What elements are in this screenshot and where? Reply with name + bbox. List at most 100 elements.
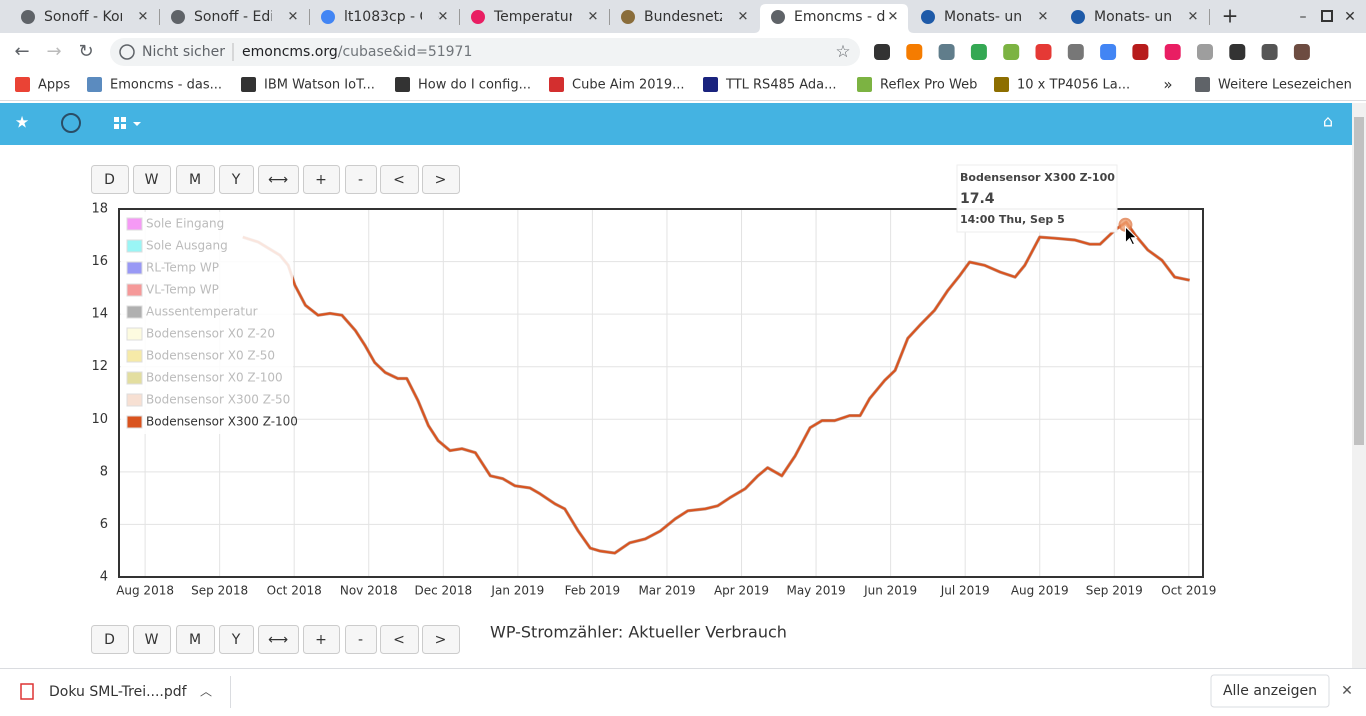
legend-swatch[interactable] <box>126 217 143 231</box>
bookmark-icon[interactable] <box>1195 77 1210 92</box>
legend-swatch[interactable] <box>126 305 143 319</box>
extension-icon[interactable] <box>1197 44 1213 60</box>
download-menu[interactable]: ︿ <box>200 685 212 699</box>
bookmark-icon[interactable] <box>857 77 872 92</box>
legend-swatch[interactable] <box>126 239 143 253</box>
legend-entry[interactable]: RL-Temp WP <box>146 261 219 275</box>
bookmark-icon[interactable] <box>549 77 564 92</box>
legend-swatch[interactable] <box>126 327 143 341</box>
legend-swatch[interactable] <box>126 283 143 297</box>
bookmark-icon[interactable] <box>87 77 102 92</box>
bookmark-icon[interactable] <box>395 77 410 92</box>
legend-entry[interactable]: Bodensensor X0 Z-50 <box>146 349 275 363</box>
legend-entry[interactable]: VL-Temp WP <box>146 283 219 297</box>
extension-icon[interactable] <box>1132 44 1149 60</box>
legend-swatch[interactable] <box>126 371 143 385</box>
extension-icon[interactable] <box>1035 44 1052 60</box>
legend-entry[interactable]: Bodensensor X300 Z-50 <box>146 393 290 407</box>
legend-entry[interactable]: Bodensensor X300 Z-100 <box>146 415 298 429</box>
bookmarks-overflow[interactable]: » <box>1163 76 1172 94</box>
tab-title[interactable]: Bundesnetza <box>644 9 735 25</box>
range-button[interactable] <box>345 625 377 654</box>
bookmark[interactable]: Emoncms - das... <box>110 78 222 93</box>
legend-swatch[interactable] <box>126 261 143 275</box>
legend-entry[interactable]: Sole Eingang <box>146 217 224 231</box>
bookmark[interactable]: IBM Watson IoT... <box>264 78 375 93</box>
range-button[interactable] <box>91 625 129 654</box>
range-button[interactable] <box>380 625 419 654</box>
bookmark-icon[interactable] <box>703 77 718 92</box>
legend-entry[interactable]: Aussentemperatur <box>146 305 258 319</box>
range-button[interactable] <box>258 625 299 654</box>
legend-swatch[interactable] <box>126 415 143 429</box>
range-button[interactable] <box>133 625 171 654</box>
nav-star[interactable]: ★ <box>15 113 29 132</box>
close-window[interactable]: ✕ <box>1344 9 1356 25</box>
bookmark-icon[interactable] <box>241 77 256 92</box>
minimize[interactable]: – <box>1300 9 1307 25</box>
extension-icon[interactable] <box>970 44 987 60</box>
range-button[interactable] <box>303 625 340 654</box>
new-tab[interactable]: + <box>1222 4 1239 28</box>
info-icon[interactable] <box>119 44 135 60</box>
bookmark[interactable]: TTL RS485 Ada... <box>725 78 837 93</box>
range-button[interactable] <box>303 165 340 194</box>
scrollbar-thumb[interactable] <box>1354 117 1364 445</box>
tab-title[interactable]: Monats- und <box>944 9 1031 25</box>
tab-title[interactable]: Temperaturs <box>493 9 582 25</box>
tab-close[interactable]: ✕ <box>888 10 899 25</box>
bookmark[interactable]: Reflex Pro Web <box>880 78 977 93</box>
range-button[interactable] <box>258 165 299 194</box>
extension-icon[interactable] <box>1261 44 1278 60</box>
reload-button[interactable]: ↻ <box>78 41 93 62</box>
extension-icon[interactable] <box>1293 44 1310 60</box>
tab-title[interactable]: Monats- und <box>1094 9 1181 25</box>
tab-title[interactable]: Sonoff - Edit <box>194 9 280 25</box>
extension-icon[interactable] <box>1003 44 1020 60</box>
range-button[interactable] <box>422 165 460 194</box>
legend-swatch[interactable] <box>126 349 143 363</box>
range-button[interactable] <box>176 165 215 194</box>
extension-icon[interactable] <box>906 44 923 60</box>
show-all-button[interactable] <box>1210 674 1330 708</box>
extension-icon[interactable] <box>938 44 955 60</box>
extension-icon[interactable] <box>1100 44 1117 60</box>
range-button[interactable] <box>422 625 460 654</box>
tab-title[interactable]: Emoncms - d <box>794 9 885 25</box>
legend-entry[interactable]: Bodensensor X0 Z-20 <box>146 327 275 341</box>
back-button[interactable]: ← <box>14 41 29 62</box>
forward-button[interactable]: → <box>46 41 61 62</box>
bookmark-star[interactable]: ☆ <box>835 42 850 62</box>
active-tab[interactable] <box>754 4 914 33</box>
nav-dashboard[interactable] <box>61 113 81 133</box>
extension-icon[interactable] <box>1164 44 1181 60</box>
bookmark[interactable]: 10 x TP4056 La... <box>1017 78 1130 93</box>
nav-home[interactable]: ⌂ <box>1323 112 1333 131</box>
tab-close[interactable]: ✕ <box>288 10 299 25</box>
bookmark-icon[interactable] <box>15 77 30 92</box>
tab-close[interactable]: ✕ <box>138 10 149 25</box>
range-button[interactable] <box>133 165 171 194</box>
tab-close[interactable]: ✕ <box>1038 10 1049 25</box>
legend-entry[interactable]: Sole Ausgang <box>146 239 228 253</box>
extension-icon[interactable] <box>1229 44 1246 60</box>
range-button[interactable] <box>345 165 377 194</box>
nav-apps[interactable] <box>114 117 141 129</box>
tab-close[interactable]: ✕ <box>438 10 449 25</box>
range-button[interactable] <box>219 625 254 654</box>
bookmark[interactable]: Apps <box>38 78 70 93</box>
maximize[interactable] <box>1321 10 1333 22</box>
bookmark[interactable]: Weitere Lesezeichen <box>1218 78 1352 93</box>
close-download-bar[interactable]: ✕ <box>1341 683 1353 699</box>
bookmark[interactable]: Cube Aim 2019... <box>572 78 684 93</box>
legend-entry[interactable]: Bodensensor X0 Z-100 <box>146 371 283 385</box>
omnibox[interactable] <box>110 38 860 66</box>
bookmark[interactable]: How do I config... <box>418 78 531 93</box>
tab-title[interactable]: lt1083cp - Go <box>344 9 439 25</box>
range-button[interactable] <box>219 165 254 194</box>
extension-icon[interactable] <box>1067 44 1084 60</box>
tab-close[interactable]: ✕ <box>1188 10 1199 25</box>
range-button[interactable] <box>91 165 129 194</box>
legend-swatch[interactable] <box>126 393 143 407</box>
range-button[interactable] <box>380 165 419 194</box>
